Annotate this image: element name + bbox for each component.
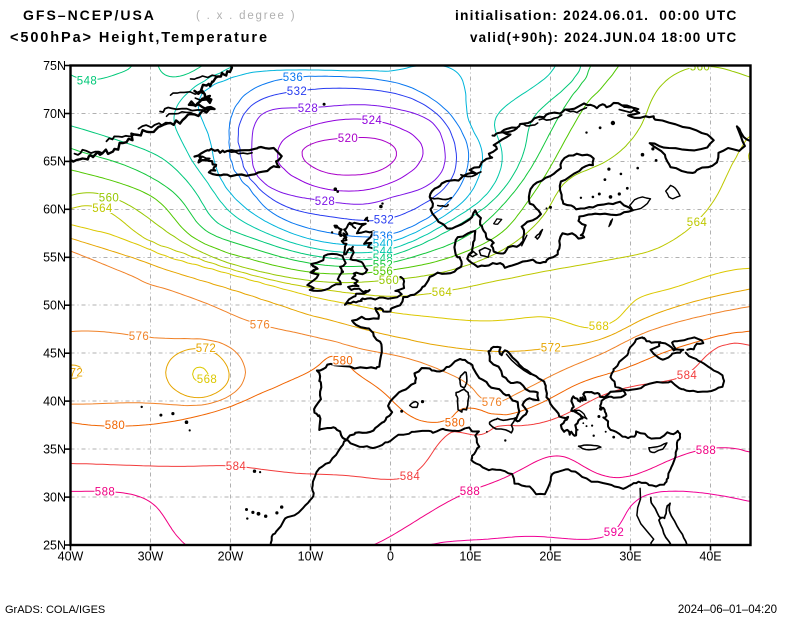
svg-text:580: 580 — [105, 420, 125, 432]
svg-text:568: 568 — [197, 374, 217, 386]
svg-text:<500hPa> Height,Temperature: <500hPa> Height,Temperature — [10, 30, 269, 46]
svg-text:30N: 30N — [43, 490, 66, 504]
svg-text:588: 588 — [95, 487, 115, 499]
svg-text:40N: 40N — [43, 394, 66, 408]
svg-text:580: 580 — [445, 418, 465, 430]
svg-text:588: 588 — [696, 445, 716, 457]
svg-text:20E: 20E — [539, 550, 561, 564]
svg-text:35N: 35N — [43, 442, 66, 456]
svg-text:40W: 40W — [58, 550, 84, 564]
svg-text:536: 536 — [283, 72, 303, 84]
svg-text:2024–06–01–04:20: 2024–06–01–04:20 — [678, 604, 777, 616]
svg-text:valid(+90h): 2024.JUN.04 18:00: valid(+90h): 2024.JUN.04 18:00 UTC — [470, 30, 737, 45]
svg-text:40E: 40E — [699, 550, 721, 564]
svg-text:70N: 70N — [43, 107, 66, 121]
svg-text:60N: 60N — [43, 203, 66, 217]
svg-text:572: 572 — [63, 368, 83, 380]
svg-text:580: 580 — [333, 356, 353, 368]
svg-text:30W: 30W — [138, 550, 164, 564]
svg-text:560: 560 — [690, 62, 710, 74]
svg-text:50N: 50N — [43, 299, 66, 313]
svg-text:45N: 45N — [43, 347, 66, 361]
svg-text:532: 532 — [374, 215, 394, 227]
svg-text:20W: 20W — [218, 550, 244, 564]
svg-text:588: 588 — [460, 486, 480, 498]
svg-text:576: 576 — [250, 320, 270, 332]
svg-text:548: 548 — [77, 76, 97, 88]
svg-text:55N: 55N — [43, 251, 66, 265]
svg-text:592: 592 — [604, 527, 624, 539]
svg-text:564: 564 — [687, 217, 708, 229]
svg-text:528: 528 — [315, 196, 335, 208]
svg-text:10W: 10W — [298, 550, 324, 564]
svg-text:560: 560 — [379, 275, 399, 287]
svg-text:560: 560 — [99, 193, 119, 205]
svg-text:528: 528 — [298, 103, 318, 115]
svg-text:( . x . degree ): ( . x . degree ) — [196, 10, 296, 22]
svg-text:584: 584 — [226, 461, 247, 473]
svg-text:524: 524 — [362, 115, 383, 127]
svg-text:584: 584 — [400, 471, 421, 483]
svg-text:10E: 10E — [459, 550, 481, 564]
svg-text:GrADS: COLA/IGES: GrADS: COLA/IGES — [5, 604, 105, 616]
svg-text:568: 568 — [589, 321, 609, 333]
svg-text:564: 564 — [432, 287, 453, 299]
svg-text:65N: 65N — [43, 155, 66, 169]
svg-text:532: 532 — [287, 86, 307, 98]
svg-text:0: 0 — [387, 550, 394, 564]
svg-text:GFS–NCEP/USA: GFS–NCEP/USA — [23, 7, 156, 23]
svg-text:25N: 25N — [43, 538, 66, 552]
svg-text:576: 576 — [129, 331, 149, 343]
svg-text:572: 572 — [196, 343, 216, 355]
svg-text:572: 572 — [541, 343, 561, 355]
svg-text:564: 564 — [92, 203, 113, 215]
svg-text:75N: 75N — [43, 59, 66, 73]
svg-text:initialisation: 2024.06.01. 0: initialisation: 2024.06.01. 00:00 UTC — [455, 8, 738, 23]
svg-text:576: 576 — [482, 397, 502, 409]
svg-text:584: 584 — [677, 370, 698, 382]
svg-text:30E: 30E — [619, 550, 641, 564]
svg-text:520: 520 — [338, 133, 358, 145]
